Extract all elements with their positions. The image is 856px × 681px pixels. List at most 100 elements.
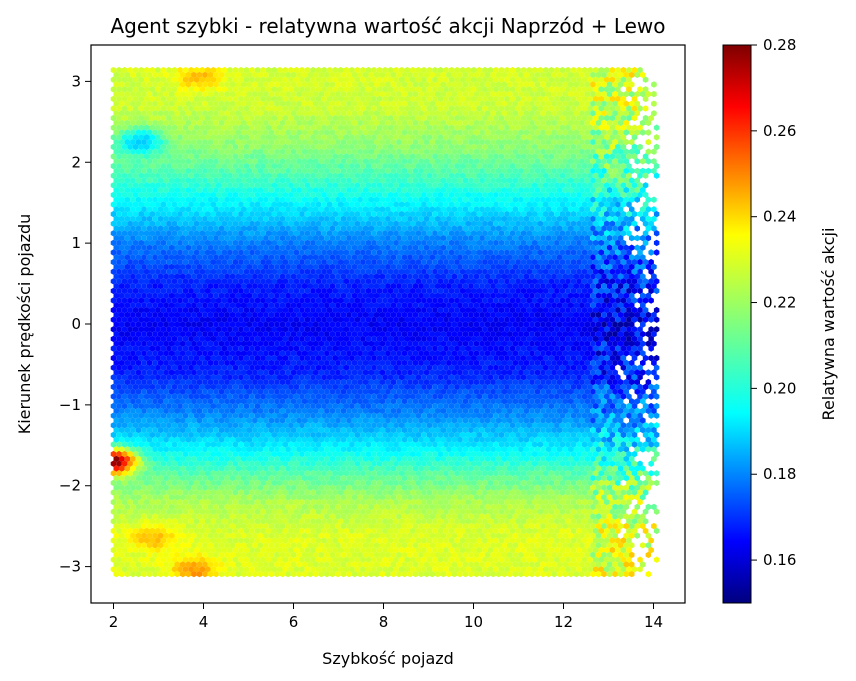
hexbin-cell	[216, 66, 222, 74]
hexbin-cell	[213, 110, 219, 117]
hexbin-cell	[576, 114, 582, 122]
hexbin-cell	[551, 90, 557, 98]
hexbin-cell	[551, 138, 557, 146]
hexbin-cell	[390, 138, 397, 146]
hexbin-cell	[216, 76, 222, 83]
hexbin-cell	[157, 81, 164, 88]
hexbin-cell	[604, 95, 610, 103]
hexbin-cell	[119, 81, 125, 88]
hexbin-cell	[351, 119, 358, 127]
hexbin-cell	[213, 71, 219, 79]
hexbin-cell	[254, 66, 261, 74]
hexbin-cell	[326, 114, 333, 122]
hexbin-cell	[135, 81, 142, 88]
hexbin-cell	[523, 138, 530, 146]
hexbin-cell	[620, 134, 627, 141]
hexbin-cell	[543, 66, 549, 74]
hexbin-cell	[285, 119, 291, 127]
hexbin-cell	[365, 86, 372, 93]
hexbin-cell	[277, 105, 283, 112]
hexbin-cell	[634, 110, 640, 117]
hexbin-cell	[584, 90, 591, 98]
hexbin-cell	[235, 119, 241, 127]
hexbin-cell	[609, 114, 616, 122]
hexbin-cell	[301, 129, 308, 136]
hexbin-cell	[340, 119, 347, 127]
hexbin-cell	[459, 86, 466, 93]
hexbin-cell	[174, 71, 180, 79]
hexbin-cell	[473, 119, 480, 127]
hexbin-cell	[119, 110, 125, 117]
hexbin-cell	[448, 86, 455, 93]
hexbin-cell	[457, 90, 463, 98]
hexbin-cell	[623, 90, 629, 98]
hexbin-cell	[257, 129, 264, 136]
hexbin-cell	[587, 76, 593, 83]
hexbin-cell	[160, 134, 167, 141]
hexbin-cell	[415, 124, 422, 131]
hexbin-cell	[421, 66, 427, 74]
hexbin-cell	[246, 90, 253, 98]
hexbin-cell	[293, 134, 300, 141]
hexbin-cell	[338, 124, 344, 131]
hexbin-cell	[130, 148, 136, 155]
hexbin-cell	[132, 134, 139, 141]
hexbin-cell	[132, 124, 139, 131]
hexbin-cell	[338, 76, 344, 83]
hexbin-cell	[490, 100, 496, 107]
hexbin-cell	[315, 105, 322, 112]
hexbin-cell	[454, 114, 460, 122]
hexbin-cell	[113, 81, 119, 88]
hexbin-cell	[435, 100, 441, 107]
hexbin-cell	[301, 110, 308, 117]
hexbin-cell	[285, 138, 291, 146]
hexbin-cell	[443, 124, 449, 131]
hexbin-cell	[412, 138, 419, 146]
hexbin-cell	[559, 134, 566, 141]
hexbin-cell	[523, 129, 530, 136]
hexbin-cell	[590, 81, 596, 88]
hexbin-cell	[426, 124, 433, 131]
hexbin-cell	[146, 129, 153, 136]
hexbin-cell	[299, 114, 305, 122]
hexbin-cell	[598, 66, 604, 74]
hexbin-cell	[617, 71, 624, 79]
hexbin-cell	[459, 124, 466, 131]
hexbin-cell	[160, 76, 167, 83]
hexbin-cell	[265, 76, 272, 83]
hexbin-cell	[263, 81, 269, 88]
hexbin-cell	[324, 119, 330, 127]
hexbin-cell	[457, 81, 463, 88]
hexbin-cell	[155, 105, 161, 112]
hexbin-cell	[609, 105, 616, 112]
hexbin-cell	[401, 100, 408, 107]
hexbin-cell	[235, 90, 241, 98]
hexbin-cell	[626, 86, 632, 93]
hexbin-cell	[263, 138, 269, 146]
hexbin-cell	[138, 143, 144, 151]
hexbin-cell	[432, 76, 438, 83]
hexbin-cell	[412, 129, 419, 136]
hexbin-cell	[324, 90, 330, 98]
hexbin-cell	[290, 100, 297, 107]
hexbin-cell	[135, 110, 142, 117]
hexbin-cell	[448, 114, 455, 122]
hexbin-cell	[340, 100, 347, 107]
hexbin-cell	[421, 124, 427, 131]
hexbin-cell	[321, 95, 327, 103]
hexbin-cell	[141, 81, 147, 88]
hexbin-cell	[518, 100, 524, 107]
hexbin-cell	[473, 71, 480, 79]
hexbin-cell	[526, 124, 532, 131]
hexbin-cell	[310, 124, 316, 131]
hexbin-cell	[246, 71, 253, 79]
hexbin-cell	[374, 119, 380, 127]
hexbin-cell	[556, 90, 563, 98]
hexbin-cell	[343, 76, 350, 83]
hexbin-cell	[623, 100, 629, 107]
hexbin-cell	[507, 138, 513, 146]
hexbin-cell	[213, 129, 219, 136]
hexbin-cell	[435, 129, 441, 136]
hexbin-cell	[371, 143, 377, 151]
